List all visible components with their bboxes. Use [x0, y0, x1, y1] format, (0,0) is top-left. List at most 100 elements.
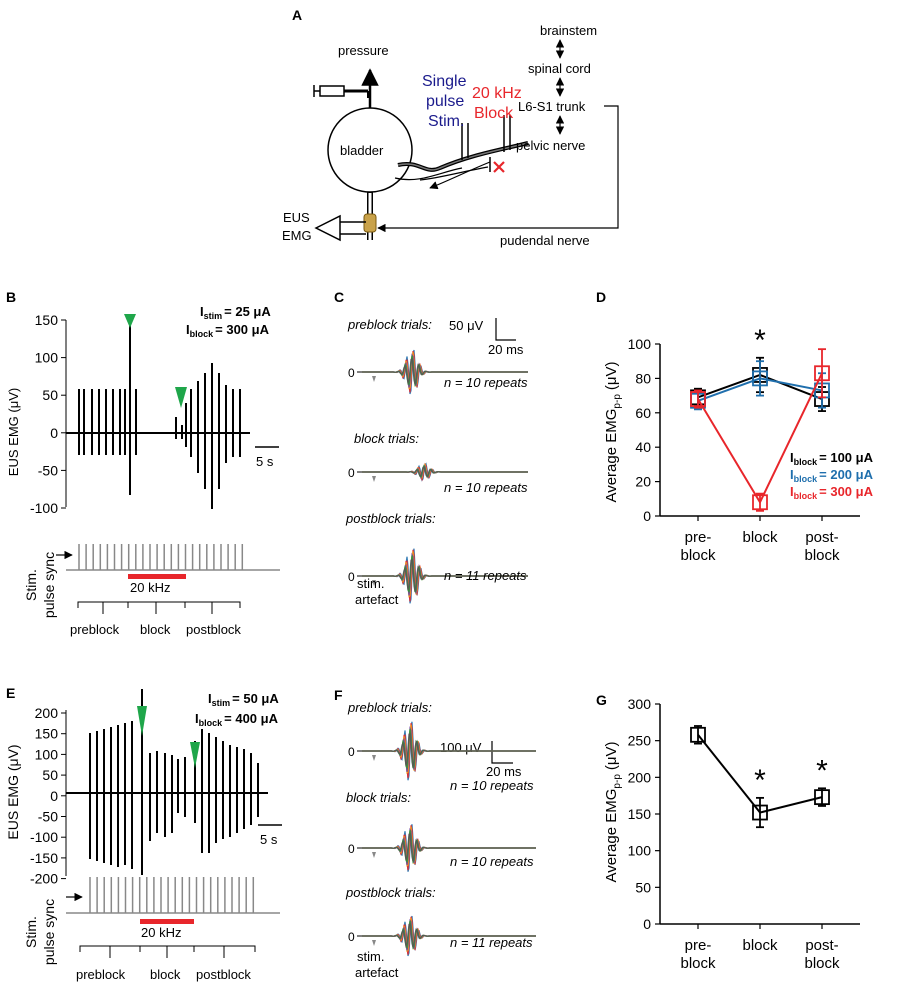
- c-trial-n-1: n = 10 repeats: [444, 375, 528, 390]
- x-tick-label: block: [742, 937, 778, 954]
- b-emg-trace: [66, 325, 250, 509]
- y-tick-label: -50: [38, 462, 58, 478]
- stim-artefact-marker: [372, 852, 376, 858]
- y-tick-label: 300: [628, 696, 652, 712]
- y-tick-label: 100: [628, 843, 652, 859]
- trunk-label: L6-S1 trunk: [518, 99, 586, 114]
- e-marker-2: [190, 742, 200, 768]
- d-legend-3: Iblock = 300 μA: [790, 484, 874, 501]
- f-trial-title-2: block trials:: [346, 790, 411, 805]
- e-istim: Istim = 50 μA: [208, 691, 279, 708]
- evoked-trace: [362, 558, 528, 592]
- y-tick-label: 150: [35, 726, 59, 742]
- f-scale-t: 20 ms: [486, 764, 522, 779]
- panel-e: E EUS EMG (μV) 200 150 100 50 0 -50 -100 -150 -2…: [5, 685, 282, 982]
- b-sync-label-1: Stim.: [23, 569, 39, 601]
- evoked-trace: [362, 466, 528, 478]
- trace-zero-label: 0: [348, 842, 355, 856]
- y-tick-label: 0: [50, 425, 58, 441]
- y-tick-label: 100: [35, 746, 59, 762]
- y-tick-label: 150: [35, 312, 59, 328]
- panel-letter-b: B: [6, 289, 16, 305]
- data-point: [690, 726, 706, 743]
- data-point: [752, 370, 768, 387]
- evoked-trace: [362, 832, 536, 862]
- x-tick-label: pre-: [685, 529, 712, 546]
- y-tick-label: 80: [635, 370, 651, 386]
- y-tick-label: 200: [628, 769, 652, 785]
- block-label-1: 20 kHz: [472, 85, 522, 102]
- e-pulse-sync: [66, 877, 280, 914]
- significance-star: *: [754, 764, 766, 797]
- syringe-icon: [313, 85, 369, 98]
- eus-label: EUS: [283, 210, 310, 225]
- y-tick-label: 0: [643, 916, 651, 932]
- f-scale-v: 100 μV: [440, 740, 482, 755]
- d-legend-2: Iblock = 200 μA: [790, 467, 874, 484]
- e-sync-label-2: pulse sync: [41, 899, 57, 965]
- stim-label-3: Stim.: [428, 113, 464, 130]
- evoked-trace: [362, 357, 528, 386]
- panel-letter-a: A: [292, 7, 302, 23]
- d-legend-1: Iblock = 100 μA: [790, 450, 874, 467]
- y-tick-label: 0: [643, 508, 651, 524]
- b-block-bar: [128, 574, 186, 579]
- b-marker-2: [175, 387, 187, 408]
- b-marker-1: [124, 314, 136, 328]
- evoked-trace: [362, 732, 536, 768]
- c-trial-title-2: block trials:: [354, 431, 419, 446]
- e-ylabel: EUS EMG (μV): [5, 744, 21, 839]
- b-ylabel: EUS EMG (μV): [6, 388, 21, 476]
- f-trial-n-1: n = 10 repeats: [450, 778, 534, 793]
- e-emg-trace: [66, 689, 268, 875]
- data-point: [814, 789, 830, 806]
- trace-zero-label: 0: [348, 366, 355, 380]
- y-tick-label: 100: [35, 350, 59, 366]
- c-trial-title-1: preblock trials:: [347, 317, 432, 332]
- f-trial-title-3: postblock trials:: [345, 885, 436, 900]
- stim-artefact-marker: [372, 940, 376, 946]
- f-artefact-2: artefact: [355, 965, 399, 980]
- d-ylabel: Average EMGp-p(μV): [603, 361, 623, 502]
- y-tick-label: -100: [30, 500, 58, 516]
- trace-zero-label: 0: [348, 745, 355, 759]
- e-phase-postblock: postblock: [196, 967, 251, 982]
- c-trial-n-2: n = 10 repeats: [444, 480, 528, 495]
- e-block-bar: [140, 919, 194, 924]
- stim-label-2: pulse: [426, 93, 464, 110]
- y-tick-label: 50: [42, 767, 58, 783]
- panel-c: C preblock trials: 50 μV 20 ms 0 0 0 n = 1…: [334, 289, 528, 607]
- y-tick-label: 150: [628, 806, 652, 822]
- stim-artefact-marker: [372, 476, 376, 482]
- y-tick-label: 250: [628, 733, 652, 749]
- data-point: [814, 365, 830, 382]
- y-tick-label: 0: [50, 788, 58, 804]
- x-tick-label: block: [742, 529, 778, 546]
- c-trial-n-3: n = 11 repeats: [444, 568, 527, 583]
- y-tick-label: 20: [635, 474, 651, 490]
- brainstem-label: brainstem: [540, 23, 597, 38]
- panel-a: A pressure bladder EUS EMG: [282, 7, 619, 248]
- stim-artefact-marker: [372, 376, 376, 382]
- b-sync-label-2: pulse sync: [41, 552, 57, 618]
- pressure-label: pressure: [338, 43, 389, 58]
- emg-label: EMG: [282, 228, 312, 243]
- eus-electrode: [363, 213, 377, 233]
- x-tick-label: block: [680, 955, 716, 972]
- y-tick-label: 100: [628, 336, 652, 352]
- e-sync-label-1: Stim.: [23, 916, 39, 948]
- f-trial-title-1: preblock trials:: [347, 700, 432, 715]
- x-tick-label: block: [680, 547, 716, 564]
- y-tick-label: -50: [38, 809, 58, 825]
- spinal-cord-label: spinal cord: [528, 61, 591, 76]
- f-trial-n-3: n = 11 repeats: [450, 935, 533, 950]
- b-istim: Istim = 25 μA: [200, 304, 271, 321]
- data-point: [690, 391, 706, 407]
- evoked-trace: [362, 923, 536, 949]
- y-tick-label: 50: [42, 387, 58, 403]
- stim-artefact-marker: [372, 755, 376, 761]
- trace-zero-label: 0: [348, 930, 355, 944]
